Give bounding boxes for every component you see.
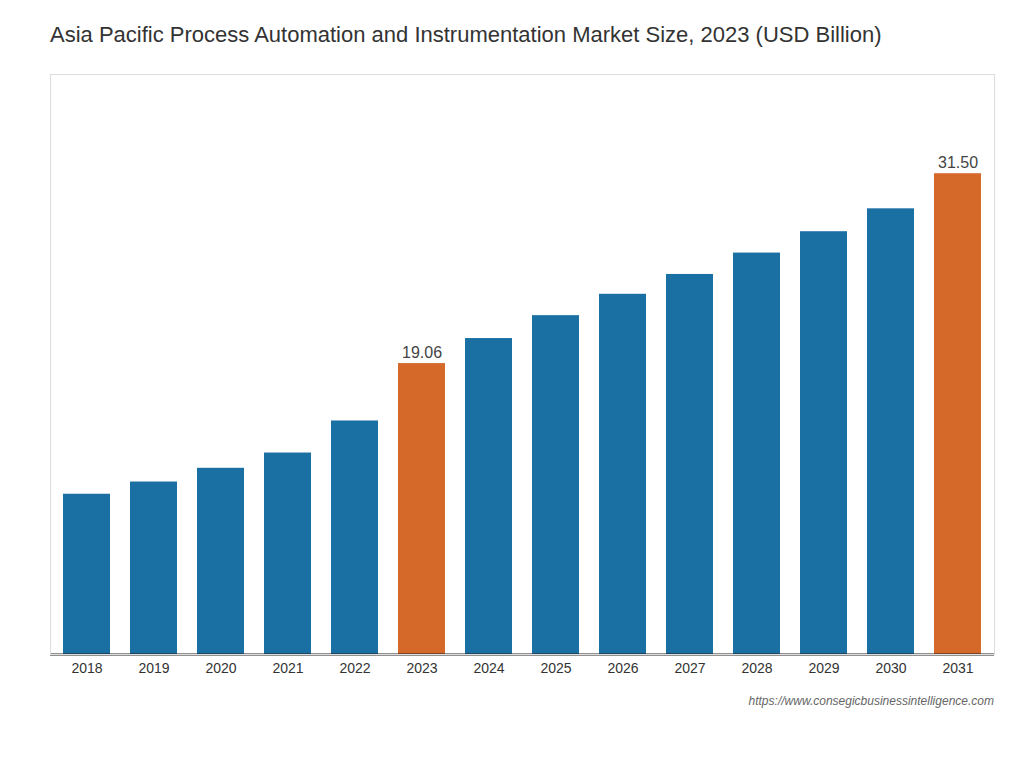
svg-text:2025: 2025 bbox=[540, 660, 571, 676]
svg-text:19.06: 19.06 bbox=[402, 344, 442, 361]
svg-text:2027: 2027 bbox=[674, 660, 705, 676]
svg-text:2030: 2030 bbox=[875, 660, 906, 676]
svg-text:2031: 2031 bbox=[942, 660, 973, 676]
svg-text:2024: 2024 bbox=[473, 660, 504, 676]
svg-text:2020: 2020 bbox=[205, 660, 236, 676]
svg-text:2023: 2023 bbox=[406, 660, 437, 676]
html-text:https://www.consegicbusinessin: https://www.consegicbusinessintelligence… bbox=[748, 694, 994, 708]
svg-text:2029: 2029 bbox=[808, 660, 839, 676]
svg-text:2018: 2018 bbox=[71, 660, 102, 676]
svg-text:2019: 2019 bbox=[138, 660, 169, 676]
svg-text:2026: 2026 bbox=[607, 660, 638, 676]
html-text:Asia Pacific Process Automatio: Asia Pacific Process Automation and Inst… bbox=[50, 22, 882, 47]
svg-text:31.50: 31.50 bbox=[938, 154, 978, 171]
svg-text:2022: 2022 bbox=[339, 660, 370, 676]
svg-text:2028: 2028 bbox=[741, 660, 772, 676]
svg-text:2021: 2021 bbox=[272, 660, 303, 676]
